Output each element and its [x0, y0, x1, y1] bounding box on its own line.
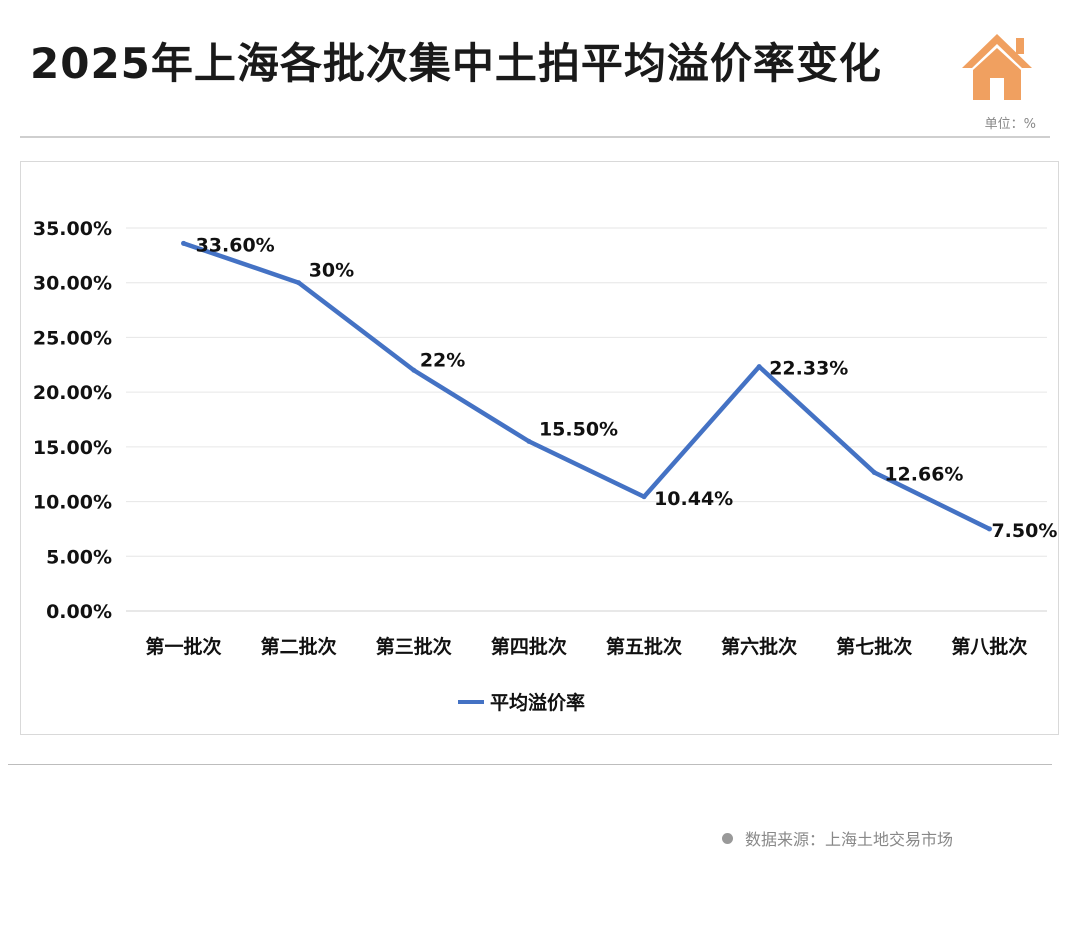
data-label: 15.50% [539, 418, 618, 440]
x-tick-label: 第一批次 [146, 635, 222, 658]
y-tick-label: 15.00% [33, 437, 112, 459]
y-tick-label: 10.00% [33, 492, 112, 514]
y-tick-label: 20.00% [33, 382, 112, 404]
y-tick-label: 25.00% [33, 327, 112, 349]
header-divider [20, 136, 1050, 138]
footer-divider [8, 764, 1052, 765]
x-tick-label: 第二批次 [261, 635, 337, 658]
y-tick-label: 30.00% [33, 273, 112, 295]
data-label: 33.60% [196, 234, 275, 256]
data-label: 10.44% [654, 488, 733, 510]
data-point [296, 280, 302, 286]
x-tick-label: 第四批次 [491, 635, 567, 658]
house-icon [962, 34, 1032, 100]
dot-icon [722, 832, 733, 844]
y-tick-label: 5.00% [46, 546, 112, 568]
data-label: 22.33% [769, 358, 848, 380]
x-tick-label: 第八批次 [951, 635, 1027, 658]
legend-label: 平均溢价率 [490, 691, 585, 714]
y-tick-label: 0.00% [46, 601, 112, 623]
chart-frame [20, 161, 1059, 735]
data-label: 30% [309, 260, 354, 282]
data-point [181, 240, 187, 246]
data-source-text: 数据来源：上海土地交易市场 [745, 830, 954, 849]
x-tick-label: 第五批次 [606, 635, 682, 658]
x-tick-label: 第六批次 [721, 635, 797, 658]
page-title: 2025年上海各批次集中土拍平均溢价率变化 [30, 39, 882, 88]
data-point [526, 438, 532, 444]
data-point [986, 526, 992, 532]
data-label: 22% [420, 349, 465, 371]
data-source: 数据来源：上海土地交易市场 [722, 826, 953, 850]
x-tick-label: 第七批次 [836, 635, 912, 658]
data-point [756, 364, 762, 370]
data-point [641, 494, 647, 500]
data-label: 12.66% [884, 463, 963, 485]
x-tick-label: 第三批次 [376, 635, 452, 658]
unit-label: 单位：% [984, 117, 1036, 132]
series-line [181, 241, 992, 532]
y-tick-label: 35.00% [33, 218, 112, 240]
data-point [871, 469, 877, 475]
data-label: 7.50% [991, 520, 1057, 542]
data-point [411, 367, 417, 373]
